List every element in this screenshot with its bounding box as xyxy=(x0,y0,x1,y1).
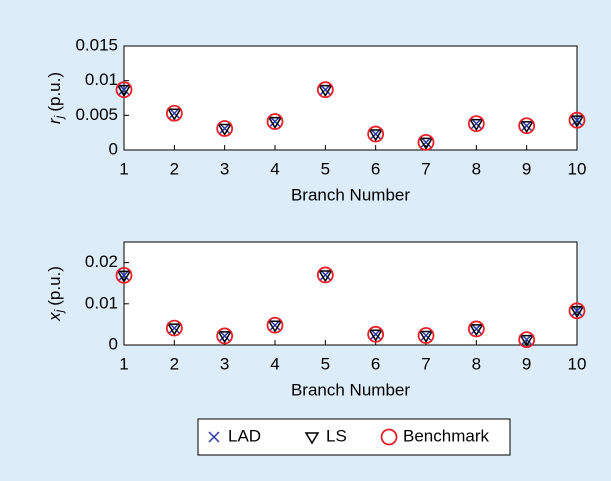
marker-circle xyxy=(367,325,385,343)
y-label-var: x xyxy=(45,312,64,322)
legend-label: Benchmark xyxy=(403,426,489,445)
marker-triangle xyxy=(116,270,132,283)
marker-circle xyxy=(417,327,435,344)
x-tick-label: 3 xyxy=(220,354,229,373)
marker-triangle xyxy=(217,123,232,136)
marker-circle xyxy=(518,331,536,349)
y-tick-label: 0.01 xyxy=(85,70,118,89)
marker-triangle xyxy=(569,115,585,128)
y-label-var: r xyxy=(45,117,64,124)
marker-circle xyxy=(380,428,398,446)
marker-triangle xyxy=(519,120,534,134)
x-tick-label: 4 xyxy=(270,159,279,178)
plot-area xyxy=(123,45,578,151)
marker-circle xyxy=(518,117,536,135)
plot-area xyxy=(123,241,578,346)
y-tick-label: 0.02 xyxy=(85,252,118,271)
x-tick-label: 5 xyxy=(321,159,330,178)
x-tick-label: 2 xyxy=(170,354,179,373)
x-tick-label: 6 xyxy=(371,159,380,178)
marker-triangle xyxy=(569,306,585,319)
marker-triangle xyxy=(217,331,232,344)
marker-triangle xyxy=(167,323,182,336)
marker-triangle xyxy=(418,330,434,343)
y-tick-label: 0.005 xyxy=(75,105,118,124)
marker-circle xyxy=(467,115,485,133)
y-label-sub: j xyxy=(52,115,66,120)
x-tick-label: 4 xyxy=(270,354,279,373)
y-tick-label: 0.01 xyxy=(85,293,118,312)
marker-circle xyxy=(316,266,334,284)
x-tick-label: 5 xyxy=(321,354,330,373)
marker-circle xyxy=(216,327,234,345)
x-tick-label: 10 xyxy=(568,159,587,178)
x-tick-label: 8 xyxy=(472,354,481,373)
marker-triangle xyxy=(318,270,333,283)
x-tick-label: 6 xyxy=(371,354,380,373)
marker-triangle xyxy=(318,84,333,98)
marker-triangle xyxy=(469,324,484,337)
y-tick-label: 0 xyxy=(109,334,118,353)
x-tick-label: 7 xyxy=(421,159,430,178)
y-axis-label: xj (p.u.) xyxy=(45,266,66,322)
x-tick-label: 10 xyxy=(568,354,587,373)
marker-circle xyxy=(266,113,284,130)
marker-circle xyxy=(115,266,133,284)
legend-label: LAD xyxy=(228,426,261,445)
marker-circle xyxy=(316,81,334,99)
legend-box xyxy=(197,418,511,456)
marker-triangle xyxy=(368,129,383,142)
marker-triangle xyxy=(116,84,132,98)
marker-triangle xyxy=(267,320,283,333)
x-tick-label: 1 xyxy=(119,354,128,373)
marker-circle xyxy=(165,104,183,122)
x-tick-label: 8 xyxy=(472,159,481,178)
marker-triangle xyxy=(267,116,283,130)
x-tick-label: 9 xyxy=(522,354,531,373)
x-tick-label: 7 xyxy=(421,354,430,373)
x-tick-label: 2 xyxy=(170,159,179,178)
marker-triangle xyxy=(519,334,534,348)
y-tick-label: 0 xyxy=(109,139,118,158)
marker-circle xyxy=(568,111,586,129)
marker-circle xyxy=(165,319,183,337)
marker-circle xyxy=(367,125,385,143)
marker-triangle xyxy=(469,118,484,132)
marker-circle xyxy=(417,133,435,151)
marker-triangle xyxy=(304,432,320,445)
x-tick-label: 1 xyxy=(119,159,128,178)
marker-x xyxy=(208,431,220,443)
y-label-unit: (p.u.) xyxy=(45,266,64,306)
y-axis-label: rj (p.u.) xyxy=(45,72,66,124)
marker-triangle xyxy=(167,108,182,121)
y-tick-label: 0.015 xyxy=(75,35,118,54)
marker-circle xyxy=(115,81,133,99)
x-axis-label: Branch Number xyxy=(291,185,410,204)
marker-triangle xyxy=(418,137,434,150)
marker-circle xyxy=(266,316,284,334)
marker-triangle xyxy=(368,329,383,342)
x-tick-label: 3 xyxy=(220,159,229,178)
x-axis-label: Branch Number xyxy=(291,380,410,399)
y-label-unit: (p.u.) xyxy=(45,72,64,112)
marker-circle xyxy=(568,302,586,320)
marker-circle xyxy=(216,120,234,137)
y-label-sub: j xyxy=(52,309,66,314)
marker-circle xyxy=(467,320,485,338)
x-tick-label: 9 xyxy=(522,159,531,178)
legend-label: LS xyxy=(326,426,347,445)
